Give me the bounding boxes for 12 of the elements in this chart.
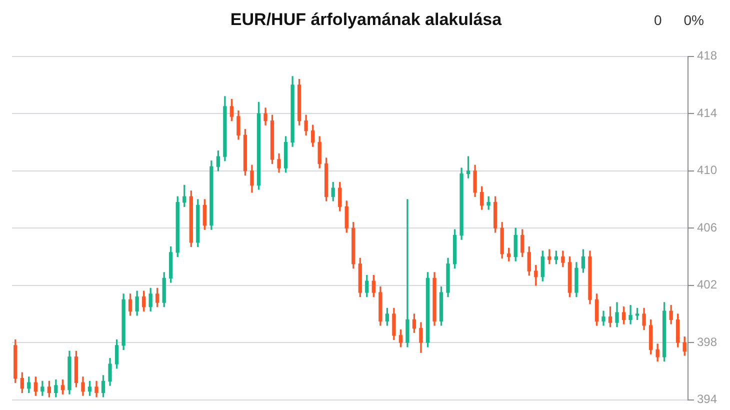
y-tick-label: 406 [696, 220, 718, 234]
candlestick [628, 305, 632, 324]
y-tick-label: 410 [696, 163, 718, 178]
y-tick-label: 402 [696, 278, 718, 292]
text: 0 [654, 12, 662, 28]
y-tick-label: 398 [696, 334, 718, 349]
candlestick [406, 199, 410, 348]
y-tick-label: 394 [696, 392, 718, 406]
text: 0% [684, 12, 704, 28]
y-tick-label: 414 [696, 106, 718, 120]
y-tick-label: 418 [696, 48, 718, 63]
chart-title: EUR/HUF árfolyamának alakulása [230, 10, 502, 29]
